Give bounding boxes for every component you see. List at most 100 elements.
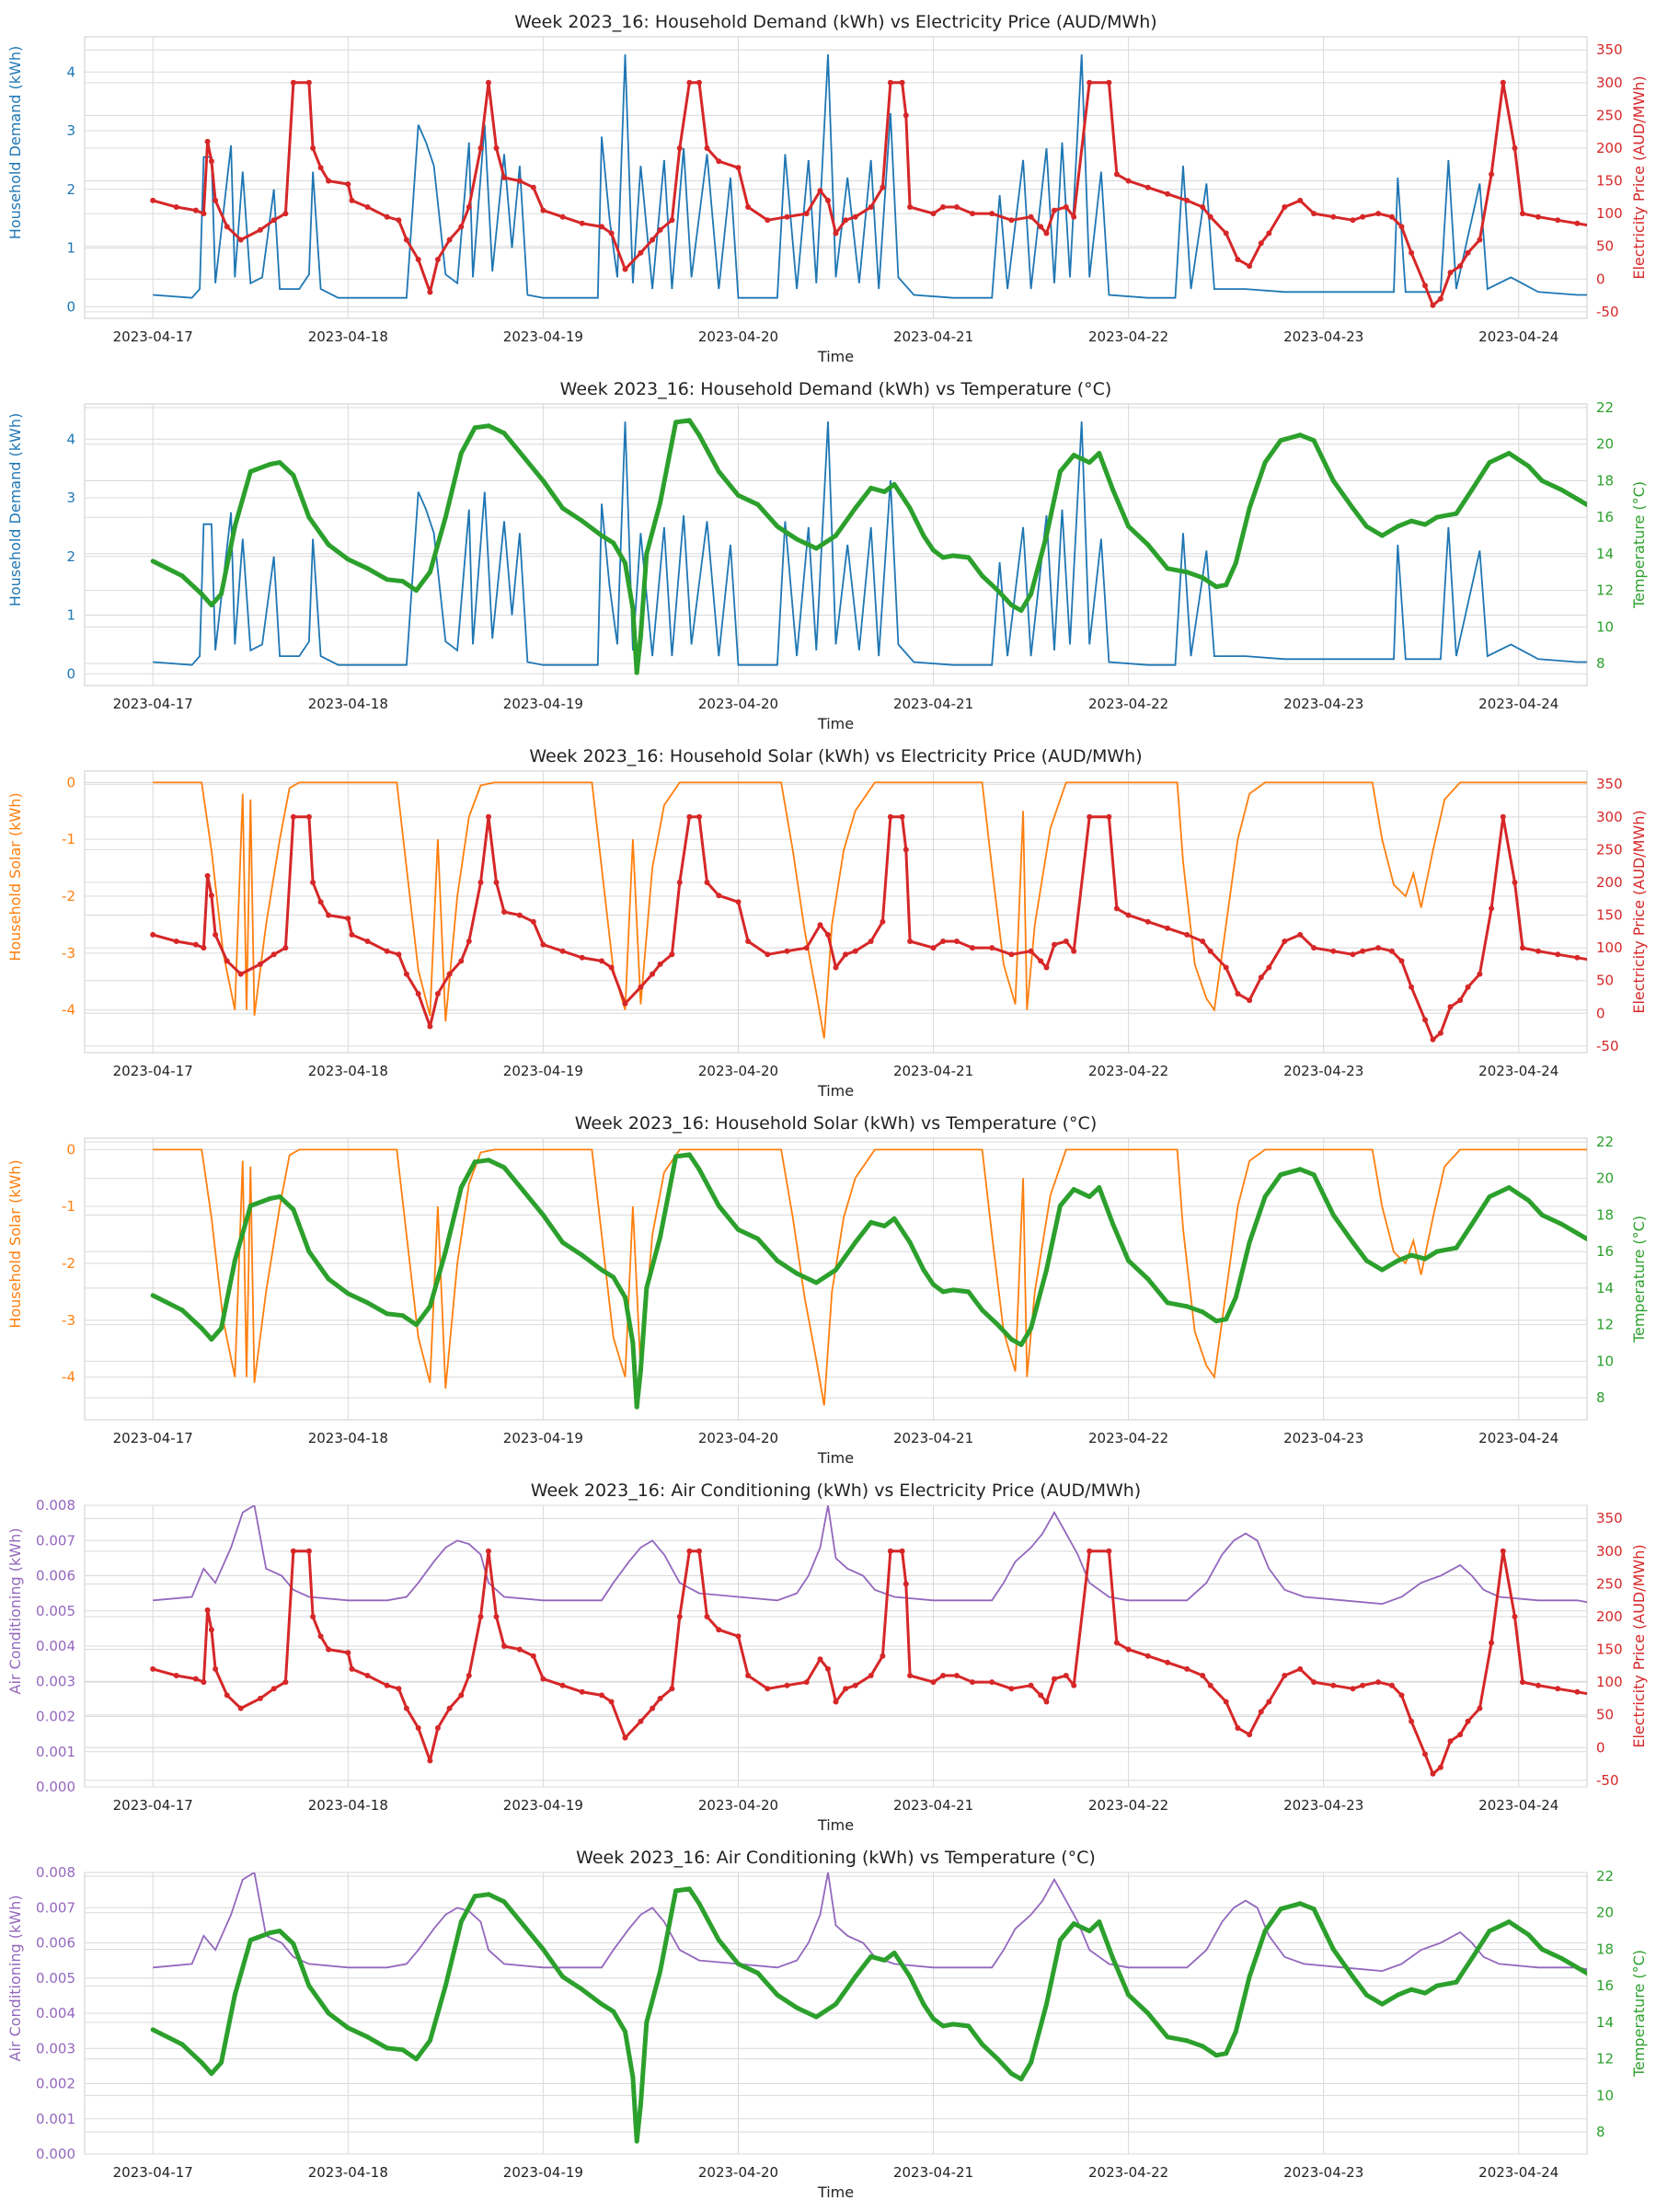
temperature-point — [291, 473, 296, 478]
right-y-tick-label: 20 — [1596, 1905, 1614, 1921]
price-point — [1071, 948, 1077, 954]
temperature-point — [931, 547, 936, 553]
price-point — [1447, 270, 1454, 276]
price-point — [201, 211, 207, 217]
price-point — [852, 1682, 858, 1688]
aircon-series-line — [153, 1872, 1587, 1973]
temperature-point — [1330, 478, 1336, 483]
temperature-point — [486, 1158, 491, 1163]
temperature-point — [599, 2001, 604, 2007]
price-point — [716, 1627, 722, 1633]
temperature-point — [1469, 487, 1475, 492]
left-y-tick-label: 0 — [66, 665, 75, 682]
temperature-point — [1044, 1267, 1049, 1273]
temperature-point — [1213, 584, 1219, 590]
price-point — [173, 939, 179, 944]
price-point — [516, 912, 523, 918]
temperature-point — [540, 1213, 546, 1217]
temperature-point — [1454, 1979, 1459, 1985]
temperature-point — [150, 2027, 155, 2033]
price-point — [150, 197, 156, 203]
price-point — [201, 1679, 207, 1686]
x-axis-label: Time — [817, 348, 854, 365]
temperature-point — [966, 555, 972, 560]
price-point — [1489, 171, 1495, 178]
temperature-point — [634, 670, 639, 675]
right-y-tick-label: 22 — [1596, 399, 1614, 416]
price-point — [540, 207, 546, 213]
right-y-tick-label: 300 — [1596, 75, 1623, 91]
price-point — [1437, 1030, 1443, 1036]
price-point — [716, 893, 722, 899]
price-point — [173, 1673, 179, 1678]
price-point — [317, 899, 324, 905]
temperature-point — [443, 514, 448, 520]
left-y-tick-label: 0.003 — [36, 1673, 75, 1689]
price-point — [559, 948, 566, 954]
price-point — [345, 1650, 351, 1656]
price-point — [1535, 1682, 1541, 1688]
temperature-point — [472, 1894, 477, 1899]
temperature-point — [1044, 533, 1049, 538]
chart-panel-5: Week 2023_16: Air Conditioning (kWh) vs … — [6, 1480, 1648, 1834]
price-point — [192, 1676, 199, 1682]
price-point — [1087, 813, 1093, 820]
temperature-point — [882, 1223, 887, 1228]
temperature-point — [1200, 2044, 1205, 2049]
price-point — [224, 1692, 230, 1699]
price-point — [638, 249, 644, 256]
price-point — [599, 1692, 604, 1699]
price-point — [415, 991, 421, 997]
price-point — [1555, 951, 1561, 958]
price-point — [434, 257, 441, 262]
left-y-tick-label: 3 — [66, 122, 75, 139]
x-tick-label: 2023-04-23 — [1283, 328, 1363, 345]
temperature-point — [1278, 438, 1283, 444]
price-point — [540, 941, 546, 948]
temperature-point — [940, 1289, 946, 1295]
temperature-point — [1278, 1907, 1283, 1912]
price-point — [1520, 211, 1525, 217]
price-point — [1038, 224, 1044, 230]
price-point — [237, 971, 244, 977]
right-y-tick-label: 150 — [1596, 1642, 1623, 1658]
price-point — [880, 184, 886, 190]
price-point — [579, 954, 585, 961]
price-point — [257, 226, 263, 233]
price-point — [530, 184, 536, 190]
price-point — [940, 204, 947, 210]
temperature-point — [150, 1293, 155, 1298]
price-point — [1574, 1688, 1581, 1695]
temperature-point — [1469, 1955, 1475, 1961]
temperature-point — [907, 1239, 913, 1245]
temperature-point — [458, 1919, 464, 1925]
temperature-point — [1395, 524, 1400, 529]
temperature-point — [540, 1947, 546, 1952]
price-point — [446, 971, 453, 977]
temperature-point — [1044, 2001, 1049, 2007]
temperature-point — [1487, 1194, 1492, 1200]
temperature-point — [400, 2047, 406, 2053]
price-point — [326, 912, 332, 918]
temperature-point — [931, 2016, 936, 2022]
left-y-tick-label: 0.002 — [36, 2076, 75, 2092]
right-y-tick-label: 14 — [1596, 2014, 1614, 2031]
price-point — [1409, 1718, 1415, 1724]
price-point — [1235, 991, 1241, 997]
temperature-point — [638, 2102, 643, 2107]
price-point — [1071, 1682, 1077, 1688]
price-point — [1028, 1682, 1034, 1688]
price-point — [150, 931, 156, 938]
price-point — [345, 181, 351, 188]
price-point — [1330, 1682, 1337, 1688]
right-y-tick-label: 18 — [1596, 1206, 1614, 1223]
temperature-point — [950, 553, 956, 559]
temperature-point — [794, 536, 799, 542]
price-point — [657, 226, 663, 233]
temperature-point — [219, 1326, 224, 1331]
temperature-point — [247, 1938, 253, 1942]
temperature-point — [1184, 570, 1190, 575]
temperature-point — [1213, 2053, 1219, 2058]
temperature-point — [1165, 1300, 1170, 1306]
temperature-point — [599, 533, 604, 538]
